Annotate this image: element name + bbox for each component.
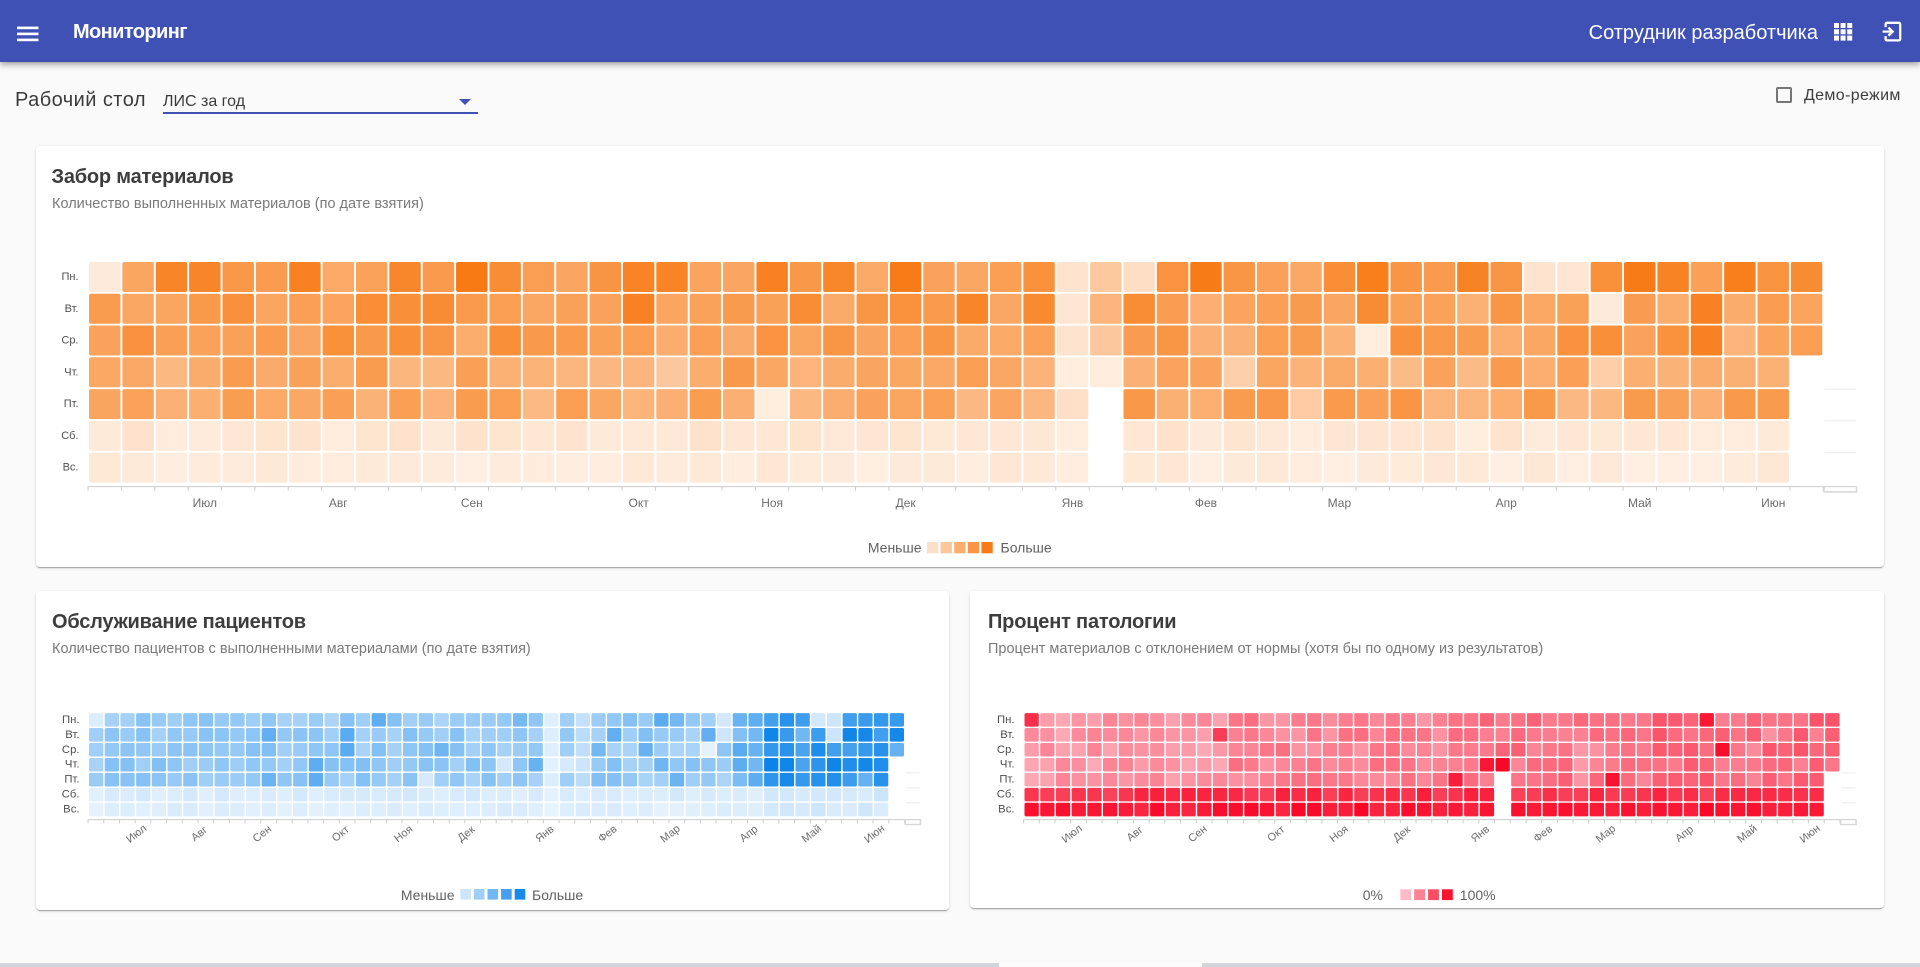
svg-text:Окт: Окт	[330, 824, 352, 845]
svg-text:Авг: Авг	[1125, 824, 1146, 844]
svg-text:Меньше: Меньше	[868, 540, 922, 556]
svg-text:Апр: Апр	[1496, 496, 1518, 510]
svg-text:Пт.: Пт.	[64, 398, 79, 410]
svg-text:Фев: Фев	[596, 823, 620, 845]
svg-text:0%: 0%	[1363, 887, 1383, 903]
svg-text:Дек: Дек	[1391, 824, 1413, 845]
svg-text:Чт.: Чт.	[65, 759, 80, 771]
svg-text:Мар: Мар	[1328, 496, 1352, 510]
svg-text:Фев: Фев	[1195, 496, 1217, 510]
svg-text:Вт.: Вт.	[65, 729, 79, 741]
svg-text:Июл: Июл	[193, 496, 217, 510]
svg-text:Ср.: Ср.	[997, 744, 1015, 756]
svg-text:Окт: Окт	[629, 496, 650, 510]
svg-text:Сен: Сен	[461, 496, 483, 510]
svg-text:Янв: Янв	[1469, 823, 1492, 845]
svg-text:Окт: Окт	[1265, 824, 1287, 845]
svg-text:Дек: Дек	[456, 824, 478, 845]
svg-text:Июл: Июл	[1060, 823, 1085, 846]
svg-text:100%: 100%	[1460, 887, 1496, 903]
svg-text:Сб.: Сб.	[997, 789, 1015, 801]
svg-text:Ноя: Ноя	[761, 496, 783, 510]
svg-text:Меньше: Меньше	[401, 887, 455, 903]
svg-text:Больше: Больше	[1001, 540, 1052, 556]
svg-text:Янв: Янв	[1062, 496, 1084, 510]
svg-text:Вт.: Вт.	[1000, 729, 1014, 741]
svg-text:Мар: Мар	[658, 823, 682, 846]
svg-text:Чт.: Чт.	[64, 366, 78, 378]
svg-text:Июл: Июл	[124, 823, 149, 846]
svg-text:Больше: Больше	[532, 887, 583, 903]
svg-text:Сен: Сен	[251, 823, 274, 845]
svg-text:Пт.: Пт.	[64, 774, 79, 786]
svg-text:Апр: Апр	[1673, 823, 1696, 844]
svg-text:Пн.: Пн.	[62, 714, 80, 726]
svg-text:Апр: Апр	[738, 823, 761, 844]
svg-text:Вт.: Вт.	[65, 303, 79, 315]
svg-text:Июн: Июн	[1798, 823, 1823, 846]
svg-text:Дек: Дек	[896, 496, 917, 510]
svg-text:Пт.: Пт.	[999, 774, 1014, 786]
svg-text:Авг: Авг	[189, 824, 210, 844]
svg-text:Ноя: Ноя	[1328, 823, 1351, 845]
svg-text:Мар: Мар	[1594, 823, 1618, 846]
svg-text:Сен: Сен	[1186, 823, 1209, 845]
svg-text:Чт.: Чт.	[1000, 759, 1015, 771]
svg-text:Ср.: Ср.	[62, 744, 80, 756]
svg-text:Вс.: Вс.	[63, 462, 79, 474]
svg-text:Янв: Янв	[533, 823, 556, 845]
svg-text:Вс.: Вс.	[63, 804, 79, 816]
svg-text:Ср.: Ср.	[61, 335, 78, 347]
svg-text:Июн: Июн	[862, 823, 887, 846]
svg-text:Сб.: Сб.	[61, 430, 78, 442]
svg-text:Сб.: Сб.	[62, 789, 80, 801]
svg-text:Фев: Фев	[1532, 823, 1556, 845]
svg-text:Вс.: Вс.	[998, 804, 1014, 816]
svg-text:Авг: Авг	[329, 496, 348, 510]
svg-text:Пн.: Пн.	[61, 271, 78, 283]
svg-text:Май: Май	[1735, 823, 1759, 846]
svg-text:Май: Май	[800, 823, 824, 846]
svg-text:Июн: Июн	[1761, 496, 1785, 510]
svg-text:Май: Май	[1628, 496, 1652, 510]
svg-text:Пн.: Пн.	[997, 714, 1015, 726]
svg-text:Ноя: Ноя	[392, 823, 415, 845]
